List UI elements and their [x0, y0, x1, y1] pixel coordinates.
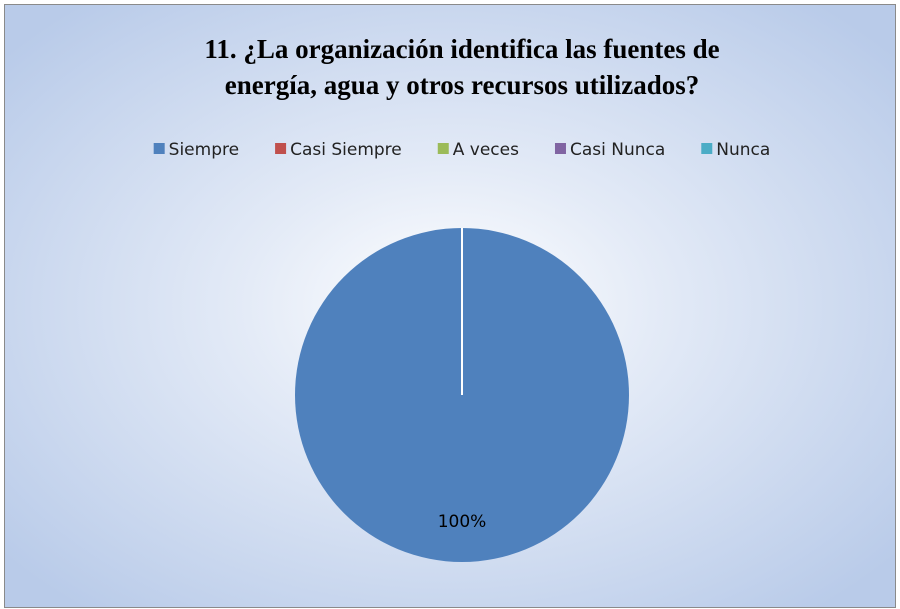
legend-swatch [275, 143, 287, 154]
legend-swatch [153, 143, 165, 154]
chart-title: energía, agua y otros recursos utilizado… [225, 70, 699, 100]
legend-label: Siempre [169, 140, 239, 160]
legend-swatch [554, 143, 566, 154]
legend-swatch [437, 143, 449, 154]
legend-label: Casi Siempre [290, 140, 402, 160]
legend-label: A veces [453, 140, 519, 160]
chart-title: 11. ¿La organización identifica las fuen… [204, 34, 719, 64]
data-label: 100% [438, 512, 487, 532]
legend-label: Nunca [716, 140, 770, 160]
legend-label: Casi Nunca [570, 140, 665, 160]
legend-swatch [701, 143, 713, 154]
